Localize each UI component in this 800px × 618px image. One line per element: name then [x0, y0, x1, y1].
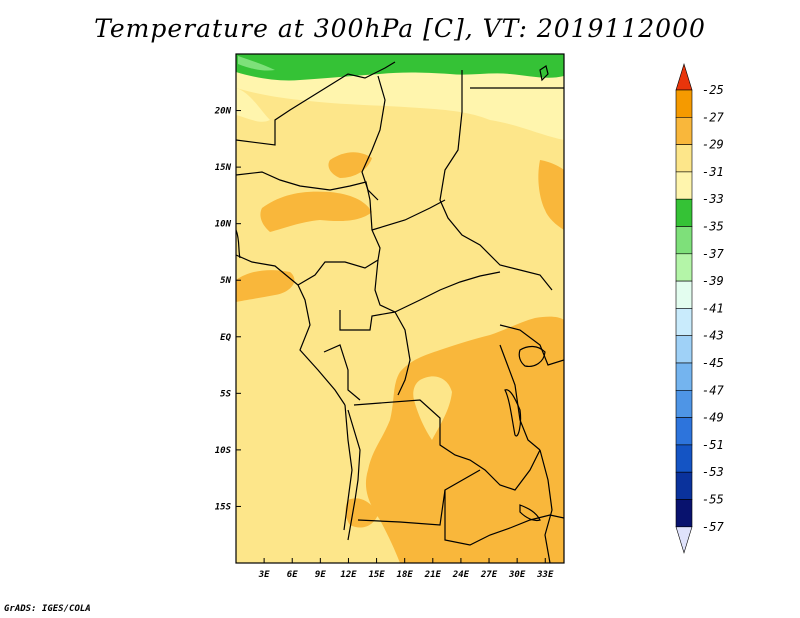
border-line — [374, 259, 501, 313]
colorbar-box — [675, 471, 693, 500]
y-tick-label: 5S — [220, 389, 231, 399]
field-band-minus31-south — [365, 316, 564, 563]
colorbar-label: -31 — [702, 165, 724, 179]
colorbar-box — [675, 362, 693, 391]
colorbar-box — [675, 389, 693, 418]
colorbar-box — [675, 144, 693, 173]
border-line — [297, 284, 346, 406]
x-tick-label: 9E — [315, 570, 326, 580]
colorbar-box — [675, 117, 693, 145]
x-tick-label: 15E — [368, 570, 385, 580]
colorbar-label: -47 — [702, 383, 724, 397]
field-band-minus35-patch — [236, 88, 270, 122]
colorbar-box — [675, 335, 693, 364]
y-tick-label: 15N — [215, 163, 232, 173]
colorbar-label: -27 — [702, 110, 724, 124]
field-band-minus31-north — [260, 191, 372, 232]
colorbar-label: -25 — [702, 83, 724, 97]
y-tick-label: 10N — [215, 220, 232, 230]
colorbar-box — [675, 226, 693, 255]
colorbar-label: -35 — [702, 220, 724, 234]
y-axis: 20N 15N 10N 5N EQ 5S 10S 15S — [214, 107, 241, 512]
x-tick-label: 24E — [452, 570, 470, 580]
border-line — [236, 254, 299, 286]
field-band-minus39 — [238, 56, 275, 71]
colorbar-label: -53 — [702, 465, 724, 479]
colorbar-box — [675, 198, 693, 227]
field-band-minus33-inner — [413, 376, 452, 440]
colorbar-box — [675, 280, 693, 309]
colorbar-label: -55 — [702, 493, 724, 507]
lake-outline — [519, 504, 541, 522]
x-tick-label: 21E — [424, 570, 442, 580]
y-tick-label: 20N — [214, 107, 232, 117]
colorbar: -25 -27 -29 -31 -33 -35 -37 -39 -41 -43 -45 -47 -49 -… — [675, 62, 724, 554]
border-line — [371, 199, 446, 231]
y-tick-label: 5N — [220, 276, 231, 286]
colorbar-label: -43 — [702, 329, 724, 343]
colorbar-box — [675, 308, 693, 336]
colorbar-box — [675, 444, 693, 473]
colorbar-box — [675, 171, 693, 200]
x-tick-label: 6E — [287, 570, 298, 580]
colorbar-label: -41 — [702, 301, 724, 315]
border-line — [539, 449, 553, 563]
border-line — [394, 311, 411, 396]
y-tick-label: 15S — [215, 502, 232, 512]
border-line — [444, 490, 564, 546]
border-line — [357, 469, 481, 526]
lake-outline — [539, 65, 549, 82]
colorbar-box — [675, 499, 693, 528]
border-line — [236, 61, 396, 146]
border-line — [339, 310, 396, 331]
border-line — [236, 171, 371, 201]
y-tick-label: EQ — [220, 333, 231, 343]
lake-outline — [518, 345, 546, 367]
colorbar-box — [675, 89, 693, 118]
y-tick-label: 10S — [215, 446, 232, 456]
colorbar-label: -33 — [702, 192, 724, 206]
colorbar-label: -51 — [702, 438, 724, 452]
lake-outline — [504, 389, 522, 437]
border-line — [236, 229, 241, 259]
field-band-minus31-coast — [236, 270, 295, 302]
border-line — [499, 324, 564, 366]
border-line — [343, 404, 353, 531]
colorbar-box — [675, 417, 693, 446]
map-title: Temperature at 300hPa [C], VT: 201911200… — [94, 14, 706, 43]
map-frame — [235, 53, 565, 564]
colorbar-bottom-arrow — [675, 526, 693, 554]
field-band-minus31-midnorth — [328, 152, 372, 178]
colorbar-label: -49 — [702, 411, 724, 425]
x-axis: 3E 6E 9E 12E 15E 18E 21E 24E 27E 30E 33E — [258, 558, 554, 580]
colorbar-label: -29 — [702, 138, 724, 152]
border-line — [353, 399, 541, 491]
colorbar-label: -45 — [702, 356, 724, 370]
colorbar-label: -39 — [702, 274, 724, 288]
colorbar-label: -57 — [702, 520, 724, 534]
x-tick-label: 18E — [397, 570, 414, 580]
field-band-minus31-east — [538, 160, 564, 230]
colorbar-label: -37 — [702, 247, 724, 261]
x-tick-label: 12E — [340, 570, 357, 580]
x-tick-label: 3E — [258, 570, 270, 580]
colorbar-box — [675, 253, 693, 282]
x-tick-label: 30E — [508, 570, 526, 580]
border-line — [323, 344, 361, 401]
border-line — [347, 409, 361, 541]
x-tick-label: 33E — [536, 570, 554, 580]
temperature-field — [236, 54, 564, 563]
x-tick-label: 27E — [480, 570, 498, 580]
software-credit: GrADS: IGES/COLA — [4, 604, 91, 614]
border-line — [439, 70, 553, 291]
border-line — [297, 199, 381, 286]
country-borders — [236, 61, 564, 563]
field-band-minus37 — [236, 54, 564, 81]
colorbar-top-arrow — [675, 62, 693, 91]
